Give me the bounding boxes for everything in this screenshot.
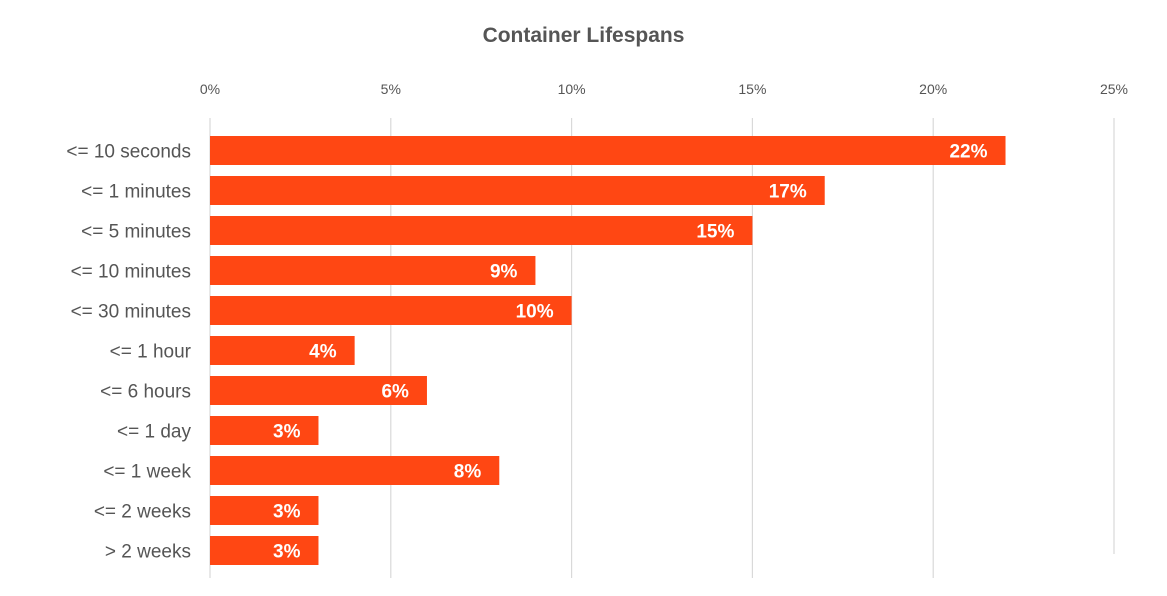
bar: [210, 496, 319, 525]
bar: [210, 336, 355, 365]
data-label: 9%: [490, 262, 518, 283]
bar: [210, 176, 825, 205]
data-label: 17%: [769, 182, 807, 203]
bar: [210, 456, 500, 485]
data-label: 3%: [273, 542, 301, 563]
category-label: <= 1 week: [103, 462, 191, 483]
bar: [210, 136, 1006, 165]
category-label: <= 1 minutes: [81, 182, 191, 203]
data-label: 8%: [454, 462, 482, 483]
category-label: <= 2 weeks: [94, 502, 191, 523]
data-label: 4%: [309, 342, 337, 363]
category-label: <= 10 minutes: [71, 262, 191, 283]
data-label: 10%: [516, 302, 554, 323]
bar: [210, 216, 753, 245]
category-label: <= 30 minutes: [71, 302, 191, 323]
x-tick-label: 0%: [200, 81, 220, 97]
category-label: <= 10 seconds: [66, 142, 191, 163]
data-label: 3%: [273, 502, 301, 523]
category-label: <= 1 day: [117, 422, 191, 443]
bar: [210, 376, 427, 405]
bar: [210, 416, 319, 445]
x-tick-label: 25%: [1100, 81, 1128, 97]
category-label: <= 5 minutes: [81, 222, 191, 243]
data-label: 22%: [949, 142, 987, 163]
data-label: 3%: [273, 422, 301, 443]
chart-title: Container Lifespans: [482, 24, 685, 47]
x-tick-label: 5%: [381, 81, 401, 97]
category-label: > 2 weeks: [105, 542, 191, 563]
bar: [210, 256, 536, 285]
category-label: <= 6 hours: [100, 382, 191, 403]
x-tick-label: 15%: [738, 81, 766, 97]
x-tick-label: 20%: [919, 81, 947, 97]
bar: [210, 536, 319, 565]
category-label: <= 1 hour: [110, 342, 192, 363]
x-tick-label: 10%: [558, 81, 586, 97]
data-label: 6%: [381, 382, 409, 403]
data-label: 15%: [696, 222, 734, 243]
bar: [210, 296, 572, 325]
